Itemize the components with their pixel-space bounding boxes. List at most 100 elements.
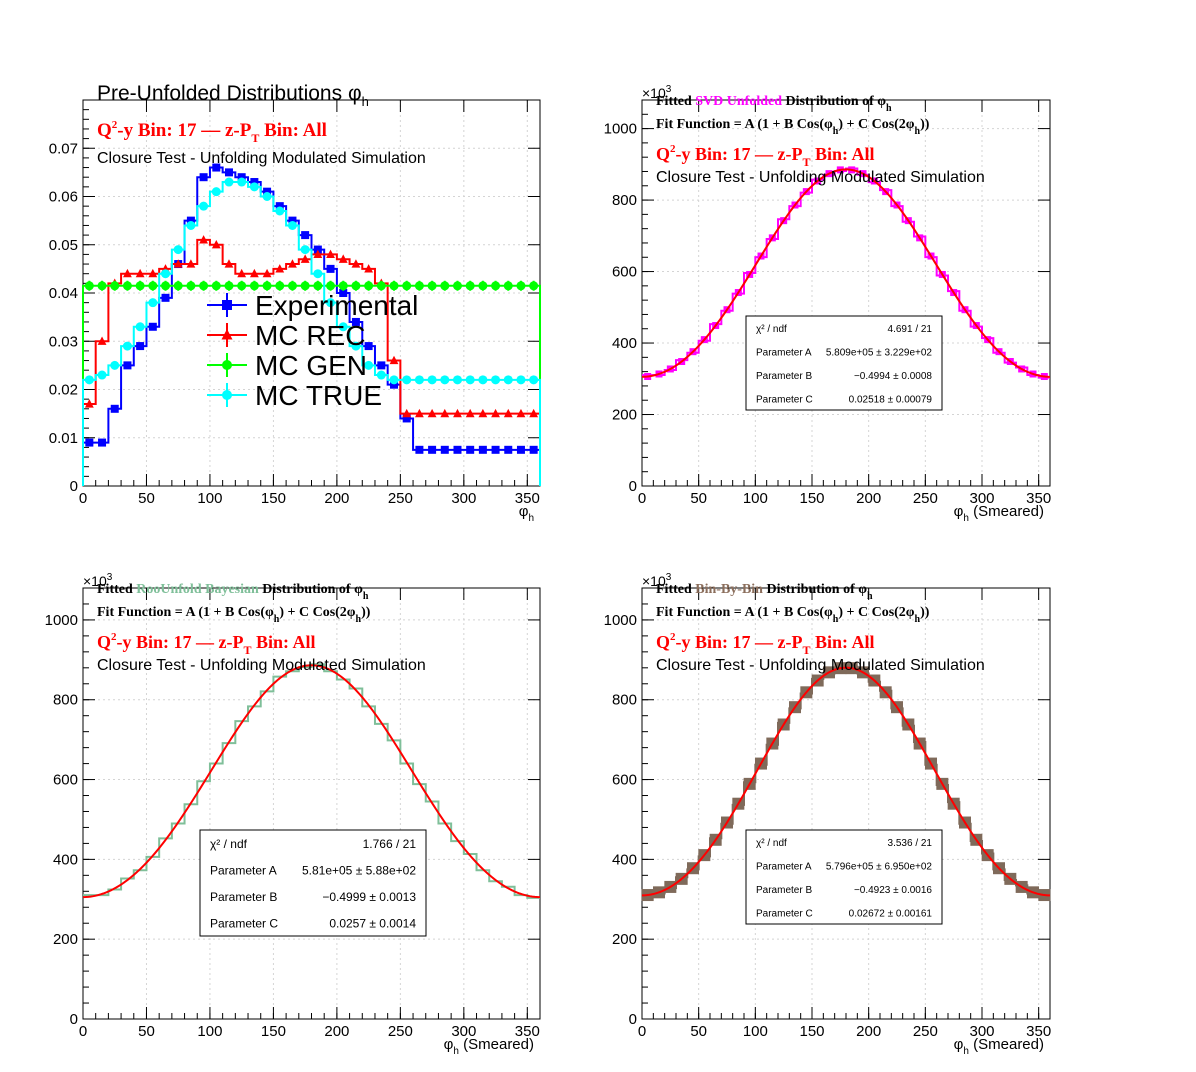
data-point [212,163,221,172]
data-point [503,375,513,385]
text-span: 0.03 [49,333,78,350]
text-span: ) + C Cos(2φ [838,605,914,620]
text-span: h [356,614,362,625]
text-span: φ [519,503,529,520]
text-span: h [915,126,921,137]
x-tick-label: 250 [913,490,938,507]
data-point [452,281,462,291]
data-point [364,281,374,291]
text-span: Distribution of φ [763,582,867,597]
fit-curve [641,666,1051,897]
data-point [338,322,348,332]
text-span: 0 [638,1023,646,1040]
text-span: 350 [515,1023,540,1040]
text-span: 150 [799,1023,824,1040]
fit-function-label: Fit Function = A (1 + B Cos(φh) + C Cos(… [656,605,930,625]
text-span: 400 [612,851,637,868]
data-point [237,177,247,187]
stats-label: Parameter B [756,885,812,896]
text-span: )) [920,117,930,132]
data-point [339,289,348,297]
text-span: 2 [670,143,676,155]
data-point [275,206,285,216]
grid [641,588,1050,1020]
data-point [249,182,259,192]
data-point [364,360,374,370]
text-span: φ [954,1036,964,1053]
text-span: 300 [969,490,994,507]
data-point [478,281,488,291]
stats-value: 0.02672 ± 0.00161 [849,909,933,920]
text-span: )) [920,605,930,620]
data-point [250,178,259,187]
text-span: 0.04 [49,285,78,302]
data-point [428,445,437,454]
y-tick-label: 0.04 [49,285,78,302]
y-tick-label: 200 [612,931,637,948]
stats-value: 1.766 / 21 [363,837,417,851]
data-point [313,269,323,279]
text-span: )) [361,605,371,620]
fit-curve [82,664,541,899]
text-span: Closure Test - Unfolding Modulated Simul… [97,657,426,674]
chart-preunfolded: 0 50 100 150 200 250 300 350 0 0.01 0.02 0.03 0.04 0.… [49,82,541,524]
chart-title: Fitted RooUnfold Bayesian Distribution o… [97,582,369,602]
y-tick-label: 0.05 [49,237,78,254]
y-tick-label: 400 [53,851,78,868]
text-span: h [915,614,921,625]
data-point [516,281,526,291]
legend-marker [221,329,233,340]
text-span: Closure Test - Unfolding Modulated Simul… [656,657,985,674]
data-point [287,220,297,230]
bin-label: Q2-y Bin: 17 — z-PT Bin: All [97,631,316,657]
data-point [503,408,513,418]
data-point [211,281,221,291]
data-point [326,281,336,291]
data-point [300,254,310,263]
data-point [390,380,399,389]
text-span: h [867,591,873,602]
text-span: T [803,155,811,169]
text-span: 5.796e+05 ± 6.950e+02 [826,862,933,873]
y-tick-label: 400 [612,851,637,868]
text-span: Bin: All [811,144,875,164]
stats-value: −0.4923 ± 0.0016 [854,885,932,896]
text-span: h [528,513,534,524]
data-point [237,173,246,182]
y-tick-label: 800 [612,692,637,709]
x-tick-label: 150 [799,1023,824,1040]
data-point [301,231,310,240]
text-span: 250 [388,1023,413,1040]
data-point [300,281,310,291]
series-mc-true [82,177,541,486]
data-point [123,268,132,278]
data-point [466,445,475,454]
data-point [376,281,386,291]
data-point [275,281,285,291]
x-tick-label: 250 [913,1023,938,1040]
text-span: — [196,120,225,141]
data-point [389,281,399,291]
x-tick-label: 350 [515,490,540,507]
data-point [224,281,234,291]
text-span: 150 [261,1023,286,1040]
y-tick-label: 1000 [45,612,78,629]
data-point [173,245,183,255]
stats-box-frame [199,829,427,937]
text-span: Q [97,632,111,652]
text-span: 250 [913,490,938,507]
data-point [440,375,450,385]
data-point [503,281,513,291]
data-point [122,281,132,291]
text-span: MC GEN [255,350,367,381]
x-tick-label: 350 [515,1023,540,1040]
text-span: 100 [743,1023,768,1040]
stats-value: 5.809e+05 ± 3.229e+02 [826,348,933,359]
text-span: — [751,632,778,652]
text-span: Parameter C [756,395,813,406]
text-span: 0 [638,490,646,507]
data-point [262,192,272,201]
x-tick-label: 300 [451,490,476,507]
y-tick-label: 0.01 [49,430,78,447]
text-span: Fitted [97,582,136,597]
